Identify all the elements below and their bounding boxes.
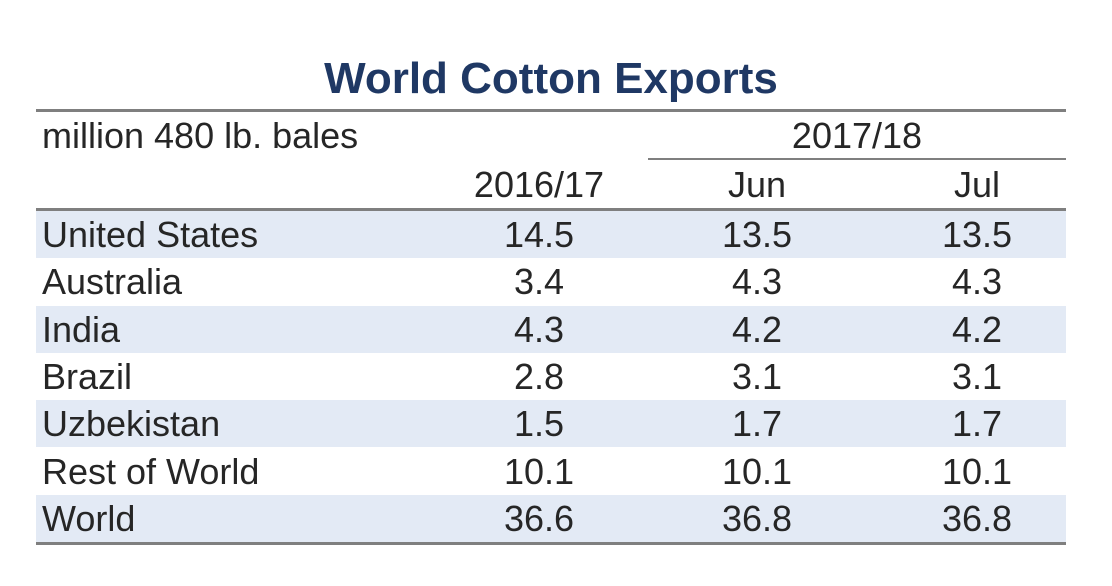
row-label: Australia bbox=[42, 261, 183, 303]
cell-2016-17: 1.5 bbox=[513, 403, 565, 445]
cell-2016-17: 3.4 bbox=[513, 261, 565, 303]
header-rule bbox=[36, 208, 1066, 211]
cell-2016-17: 4.3 bbox=[513, 308, 565, 350]
row-label: Brazil bbox=[42, 355, 133, 397]
row-band bbox=[36, 400, 1066, 448]
cell-jun: 4.2 bbox=[731, 308, 783, 350]
cell-jul: 4.2 bbox=[951, 308, 1003, 350]
cell-jul: 10.1 bbox=[941, 450, 1013, 492]
row-band bbox=[36, 211, 1066, 258]
cell-jun: 36.8 bbox=[721, 497, 793, 539]
col-header-jun: Jun bbox=[727, 164, 787, 205]
col-header-2016-17: 2016/17 bbox=[473, 164, 605, 205]
row-label: Uzbekistan bbox=[42, 403, 221, 445]
table-title: World Cotton Exports bbox=[324, 54, 778, 103]
cell-jul: 4.3 bbox=[951, 261, 1003, 303]
cell-2016-17: 10.1 bbox=[503, 450, 575, 492]
cell-jun: 4.3 bbox=[731, 261, 783, 303]
col-header-jul: Jul bbox=[953, 164, 1001, 205]
cell-2016-17: 2.8 bbox=[513, 355, 565, 397]
cell-jul: 36.8 bbox=[941, 497, 1013, 539]
cell-jun: 1.7 bbox=[731, 403, 783, 445]
cell-2016-17: 14.5 bbox=[503, 214, 575, 255]
row-label: World bbox=[42, 497, 136, 539]
top-rule bbox=[36, 109, 1066, 112]
row-label: Rest of World bbox=[42, 450, 260, 492]
cell-jun: 3.1 bbox=[731, 355, 783, 397]
group-header: 2017/18 bbox=[791, 115, 923, 156]
bottom-rule bbox=[36, 542, 1066, 545]
cell-jul: 1.7 bbox=[951, 403, 1003, 445]
group-rule bbox=[648, 158, 1066, 160]
row-label: United States bbox=[42, 214, 259, 255]
row-band bbox=[36, 494, 1066, 542]
cell-jul: 3.1 bbox=[951, 355, 1003, 397]
row-label: India bbox=[42, 308, 121, 350]
cell-jul: 13.5 bbox=[941, 214, 1013, 255]
unit-label: million 480 lb. bales bbox=[42, 115, 359, 156]
row-band bbox=[36, 305, 1066, 353]
cell-2016-17: 36.6 bbox=[503, 497, 575, 539]
cell-jun: 13.5 bbox=[721, 214, 793, 255]
cell-jun: 10.1 bbox=[721, 450, 793, 492]
